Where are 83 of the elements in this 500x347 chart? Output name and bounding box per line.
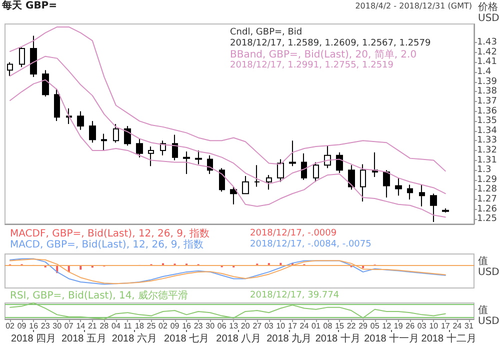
y-tick-label: 1.4: [476, 67, 492, 78]
y-tick-label: 1.27: [476, 194, 498, 204]
x-tick-label: 18: [135, 322, 144, 330]
y-tick-label: 1.26: [476, 204, 498, 214]
y-tick-label: 1.42: [476, 47, 498, 58]
y-tick-label: 1.3: [476, 165, 492, 176]
x2-tick-label: 2018 十一月: [364, 332, 420, 344]
x-tick-label: 11: [124, 322, 132, 330]
x-tick-label: 03: [264, 322, 274, 330]
x-tick-label: 02: [158, 322, 168, 330]
x-tick-label: 02: [6, 322, 16, 330]
x-tick-label: 24: [300, 322, 310, 330]
y-tick-label: 1.34: [476, 126, 498, 136]
y-axis-title: 值 USD: [478, 305, 500, 327]
x-tick-label: 21: [88, 322, 98, 330]
x-tick-label: 16: [29, 322, 39, 330]
annotation: 2018/12/17, 1.2589, 1.2609, 1.2567, 1.2579: [230, 38, 431, 48]
text: 2018/12/17, -.0009: [250, 228, 337, 238]
x-tick-label: 19: [394, 322, 404, 330]
x-tick-label: 29: [358, 322, 368, 330]
x-tick-label: 20: [240, 322, 250, 330]
x2-tick-label: 2018 五月: [61, 334, 107, 344]
x-tick-label: 10: [429, 322, 439, 330]
x-tick-label: 30: [52, 322, 62, 330]
y-axis-title: 价格 USD: [477, 1, 500, 24]
x-tick-label: 26: [406, 322, 416, 330]
y-axis-title: 值 USD: [478, 256, 500, 278]
x-tick-label: 14: [76, 322, 86, 330]
chart-title: 每天 GBP=: [1, 0, 58, 12]
x2-tick-label: 2018 十月: [315, 332, 360, 344]
x-tick-label: 28: [100, 322, 110, 330]
text: 2018/12/17, -.0084, -.0075: [250, 240, 372, 250]
x2-tick-label: 2018 十二月: [421, 332, 476, 344]
text: RSI, GBP=, Bid(Last), 14, 威尔德平滑: [10, 290, 188, 302]
x2-tick-label: 2018 六月: [112, 332, 157, 344]
x-tick-label: 17: [288, 322, 298, 330]
y-tick-label: 1.31: [476, 155, 498, 166]
x-tick-label: 16: [182, 322, 192, 330]
annotation: BBand, GBP=, Bid(Last), 20, 简单, 2.0: [230, 48, 417, 60]
x-tick-label: 13: [229, 322, 239, 330]
y-tick-label: 1.35: [476, 116, 498, 126]
y-tick-label: 1.39: [476, 76, 498, 87]
x-tick-label: 09: [17, 322, 27, 330]
y-tick-label: 1.38: [476, 86, 498, 97]
text: MACDF, GBP=, Bid(Last), 12, 26, 9, 指数: [10, 228, 210, 240]
x-tick-label: 17: [440, 322, 450, 330]
x-tick-label: 31: [464, 322, 474, 330]
text: MACD, GBP=, Bid(Last), 12, 26, 9, 指数: [10, 238, 204, 250]
y-tick-label: 1.37: [476, 96, 498, 106]
y-tick-label: 1.43: [476, 38, 498, 48]
x-tick-label: 09: [170, 322, 180, 330]
x2-tick-label: 2018 七月: [164, 332, 210, 344]
x-tick-label: 24: [452, 322, 462, 330]
chart-subtitle: 2018/4/2 - 2018/12/31 (GMT): [355, 2, 472, 10]
x-tick-label: 25: [146, 322, 156, 330]
x-tick-label: 22: [346, 322, 356, 330]
text: 2018/12/17, 39.774: [250, 290, 340, 300]
y-tick-label: 1.32: [476, 145, 498, 156]
y-tick-label: 1.25: [476, 214, 498, 224]
y-tick-label: 1.33: [476, 136, 498, 146]
x-tick-label: 06: [217, 322, 227, 330]
x-tick-label: 08: [323, 322, 333, 330]
x-tick-label: 07: [64, 322, 74, 330]
x-tick-label: 01: [312, 322, 321, 330]
x2-tick-label: 2018 九月: [266, 332, 312, 344]
x-tick-label: 23: [40, 322, 50, 330]
x-tick-label: 03: [417, 322, 427, 330]
x-tick-label: 27: [252, 322, 262, 330]
x-tick-label: 04: [111, 322, 121, 330]
x-tick-label: 10: [276, 322, 286, 330]
y-tick-label: 1.36: [476, 106, 498, 116]
y-tick-label: 1.28: [476, 184, 498, 195]
x-tick-label: 05: [370, 322, 380, 330]
x-tick-label: 12: [382, 322, 392, 330]
x-tick-label: 30: [206, 322, 216, 330]
x-tick-label: 15: [335, 322, 345, 330]
y-tick-label: 1.29: [476, 174, 498, 185]
y-tick-label: 1.41: [476, 57, 498, 68]
x2-tick-label: 2018 四月: [11, 334, 56, 344]
annotation: Cndl, GBP=, Bid: [230, 28, 302, 38]
annotation: 2018/12/17, 1.2991, 1.2755, 1.2519: [230, 60, 394, 70]
x-tick-label: 23: [194, 322, 204, 330]
x2-tick-label: 2018 八月: [216, 334, 262, 344]
